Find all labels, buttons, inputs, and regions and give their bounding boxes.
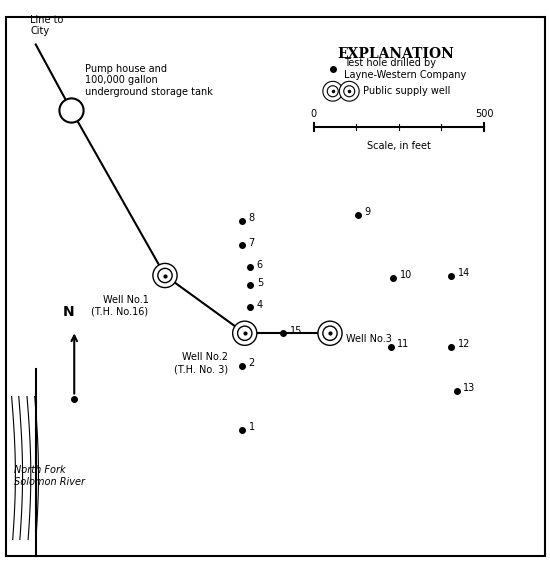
Text: Public supply well: Public supply well xyxy=(363,87,450,96)
Text: 1: 1 xyxy=(249,422,255,431)
Text: 5: 5 xyxy=(257,278,263,288)
Circle shape xyxy=(323,81,343,101)
Text: 14: 14 xyxy=(458,268,470,278)
Text: Scale, in feet: Scale, in feet xyxy=(367,141,431,151)
Text: 8: 8 xyxy=(249,213,255,223)
Circle shape xyxy=(158,268,172,282)
Text: North Fork
Solomon River: North Fork Solomon River xyxy=(14,465,85,487)
Text: Well No.3: Well No.3 xyxy=(346,333,392,344)
Text: 11: 11 xyxy=(397,339,409,350)
Text: EXPLANATION: EXPLANATION xyxy=(338,47,454,61)
Text: 7: 7 xyxy=(249,237,255,248)
Text: Line to
City: Line to City xyxy=(30,15,64,36)
Circle shape xyxy=(238,326,252,340)
Circle shape xyxy=(323,326,337,340)
Text: N: N xyxy=(63,305,75,320)
Text: 10: 10 xyxy=(400,270,412,281)
Circle shape xyxy=(339,81,359,101)
Text: 4: 4 xyxy=(257,300,263,309)
Circle shape xyxy=(344,86,355,97)
Circle shape xyxy=(59,99,84,123)
Text: Well No.1
(T.H. No.16): Well No.1 (T.H. No.16) xyxy=(91,295,148,316)
Text: 500: 500 xyxy=(475,109,493,119)
Circle shape xyxy=(153,264,177,288)
Text: 15: 15 xyxy=(290,325,303,336)
Text: 9: 9 xyxy=(364,207,370,217)
Text: Test hole drilled by
Layne-Western Company: Test hole drilled by Layne-Western Compa… xyxy=(344,58,466,80)
Text: 6: 6 xyxy=(257,260,263,269)
Text: Well No.2
(T.H. No. 3): Well No.2 (T.H. No. 3) xyxy=(174,352,228,374)
Text: Pump house and
100,000 gallon
underground storage tank: Pump house and 100,000 gallon undergroun… xyxy=(85,64,213,97)
Circle shape xyxy=(233,321,257,346)
Text: 2: 2 xyxy=(249,359,255,368)
Text: 13: 13 xyxy=(463,383,475,393)
Circle shape xyxy=(327,86,338,97)
Circle shape xyxy=(318,321,342,346)
Text: 12: 12 xyxy=(458,339,470,350)
Text: 0: 0 xyxy=(310,109,317,119)
